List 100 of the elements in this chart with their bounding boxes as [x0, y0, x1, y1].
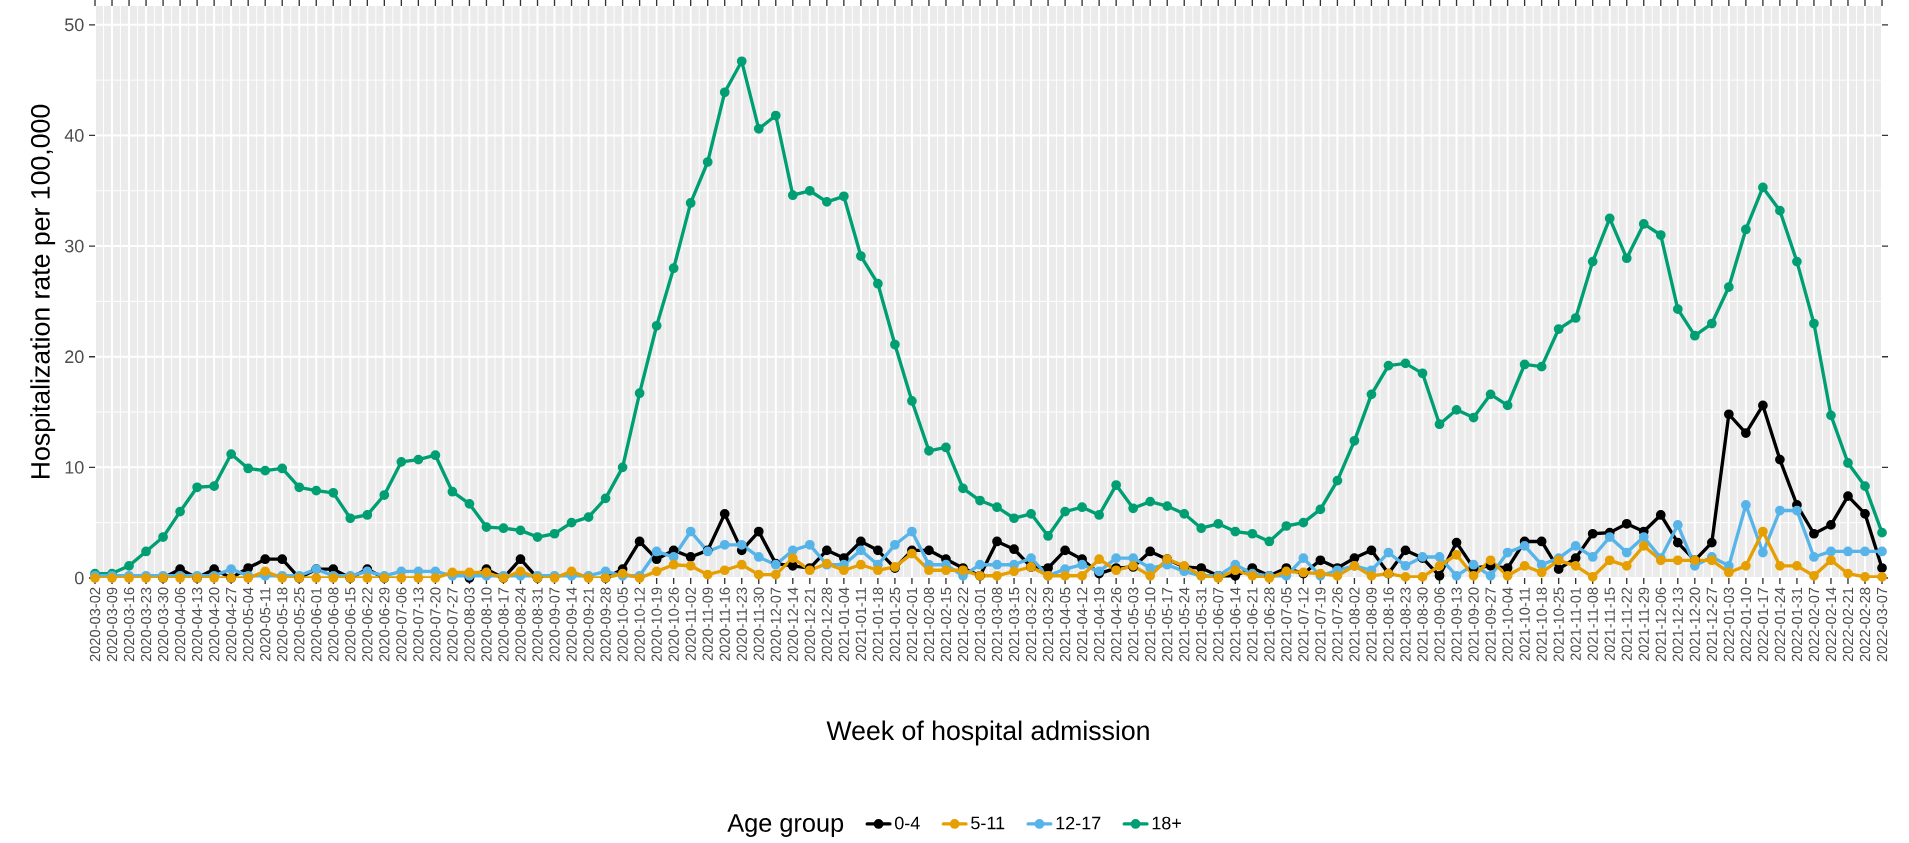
x-tick-label: 2020-10-05: [617, 587, 628, 662]
y-tick-label: 30: [64, 239, 84, 253]
x-tick-label: 2020-08-24: [515, 587, 526, 662]
x-tick-label: 2021-07-12: [1298, 587, 1309, 662]
x-tick-label: 2021-08-23: [1400, 587, 1411, 662]
x-tick-label: 2020-12-28: [821, 587, 833, 662]
x-tick-label: 2021-08-30: [1417, 587, 1428, 662]
x-tick-label: 2021-04-26: [1110, 587, 1122, 662]
x-tick-label: 2020-11-23: [736, 587, 747, 661]
x-tick-label: 2020-04-13: [191, 587, 203, 662]
x-tick-label: 2020-03-16: [123, 587, 135, 662]
x-tick-label: 2021-05-03: [1128, 587, 1139, 662]
x-tick-label: 2020-05-04: [243, 587, 254, 662]
x-tick-label: 2020-07-06: [396, 587, 407, 662]
x-tick-label: 2020-07-13: [413, 587, 424, 662]
y-tick-label: 40: [64, 129, 84, 142]
x-tick-label: 2020-03-30: [157, 587, 169, 662]
x-tick-label: 2020-04-06: [174, 587, 186, 662]
x-tick-label: 2020-11-02: [685, 587, 696, 661]
x-tick-label: 2020-10-12: [634, 587, 645, 662]
x-tick-label: 2022-01-10: [1740, 587, 1752, 662]
x-tick-label: 2021-10-18: [1536, 587, 1547, 662]
x-tick-label: 2021-06-07: [1213, 587, 1224, 662]
x-tick-label: 2021-12-06: [1655, 587, 1666, 662]
x-tick-label: 2021-01-11: [855, 587, 867, 661]
x-tick-label: 2021-06-14: [1230, 587, 1241, 662]
x-tick-label: 2021-07-19: [1315, 587, 1326, 662]
x-tick-label: 2022-02-14: [1825, 587, 1837, 662]
x-tick-label: 2020-03-02: [89, 587, 101, 662]
x-tick-label: 2020-12-14: [787, 587, 798, 662]
x-tick-label: 2020-09-28: [600, 587, 611, 662]
x-tick-label: 2021-11-29: [1638, 587, 1649, 661]
y-tick-label: 20: [65, 350, 84, 364]
x-tick-label: 2021-01-18: [872, 587, 884, 662]
x-tick-label: 2020-06-08: [328, 587, 339, 662]
x-tick-label: 2021-10-11: [1519, 587, 1530, 661]
x-tick-label: 2021-03-15: [1008, 587, 1020, 662]
x-tick-label: 2020-06-22: [362, 587, 373, 662]
x-tick-label: 2020-08-31: [532, 587, 543, 662]
x-tick-label: 2020-12-21: [804, 587, 816, 662]
x-tick-label: 2021-09-13: [1451, 587, 1462, 662]
x-tick-label: 2020-09-14: [566, 587, 577, 662]
x-tick-label: 2020-06-15: [345, 587, 356, 662]
x-tick-label: 2022-02-28: [1859, 587, 1871, 662]
x-tick-label: 2021-02-22: [957, 587, 969, 662]
x-tick-label: 2021-11-01: [1570, 587, 1581, 661]
x-tick-label: 2021-01-04: [838, 587, 850, 662]
x-tick-label: 2020-09-21: [583, 587, 594, 662]
x-tick-label: 2022-03-07: [1876, 587, 1888, 662]
x-tick-label: 2020-04-27: [225, 587, 237, 662]
x-tick-label: 2021-03-01: [974, 587, 986, 662]
x-tick-label: 2021-07-26: [1332, 587, 1343, 662]
x-tick-label: 2020-07-27: [447, 587, 458, 662]
x-tick-label: 2021-09-27: [1485, 587, 1496, 662]
x-axis-title: Week of hospital admission: [826, 720, 1149, 746]
x-tick-label: 2022-01-31: [1791, 587, 1803, 662]
x-tick-label: 2022-01-17: [1757, 587, 1769, 662]
x-tick-label: 2021-05-31: [1196, 587, 1207, 662]
x-tick-label: 2020-03-09: [106, 587, 118, 662]
x-tick-label: 2020-11-16: [719, 587, 730, 661]
x-tick-label: 2021-05-17: [1162, 587, 1173, 662]
x-tick-label: 2021-11-22: [1621, 587, 1632, 661]
legend-label: 12-17: [1056, 816, 1101, 830]
x-tick-label: 2021-03-08: [991, 587, 1003, 662]
x-tick-label: 2020-08-10: [481, 587, 492, 662]
x-tick-label: 2020-07-20: [430, 587, 441, 662]
legend-title: Age group: [727, 814, 844, 837]
x-tick-label: 2021-10-04: [1502, 587, 1513, 662]
x-tick-label: 2020-11-30: [753, 587, 764, 661]
x-tick-label: 2021-12-27: [1706, 587, 1718, 662]
x-tick-label: 2021-11-15: [1604, 587, 1615, 661]
x-tick-label: 2021-06-28: [1264, 587, 1275, 662]
x-tick-label: 2021-08-09: [1366, 587, 1377, 662]
x-tick-label: 2021-12-20: [1689, 587, 1700, 662]
legend-label: 5-11: [971, 816, 1005, 830]
x-tick-label: 2021-12-13: [1672, 587, 1683, 662]
x-tick-label: 2020-04-20: [208, 587, 220, 662]
x-tick-label: 2020-06-29: [379, 587, 390, 662]
x-tick-label: 2021-09-06: [1434, 587, 1445, 662]
x-tick-label: 2022-01-03: [1723, 587, 1735, 662]
x-tick-label: 2021-04-05: [1059, 587, 1071, 662]
x-tick-label: 2020-12-07: [770, 587, 781, 662]
legend-label: 0-4: [894, 816, 920, 830]
x-tick-label: 2021-01-25: [889, 587, 901, 662]
x-tick-label: 2021-03-29: [1042, 587, 1054, 662]
x-tick-label: 2021-08-02: [1349, 587, 1360, 662]
x-tick-label: 2021-06-21: [1247, 587, 1258, 662]
legend-label: 18+: [1152, 816, 1181, 830]
x-tick-label: 2020-08-17: [498, 587, 509, 662]
y-tick-label: 0: [74, 571, 84, 585]
x-tick-label: 2020-08-03: [464, 587, 475, 662]
x-tick-label: 2021-02-01: [906, 587, 918, 662]
x-tick-label: 2021-11-08: [1587, 587, 1598, 661]
x-tick-label: 2020-09-07: [549, 587, 560, 662]
x-tick-label: 2022-02-07: [1808, 587, 1820, 662]
x-tick-label: 2021-05-24: [1179, 587, 1190, 662]
x-tick-label: 2021-05-10: [1145, 587, 1156, 662]
x-tick-label: 2020-10-26: [668, 587, 679, 662]
x-tick-label: 2020-11-09: [702, 587, 713, 661]
x-tick-label: 2021-04-19: [1093, 587, 1105, 662]
